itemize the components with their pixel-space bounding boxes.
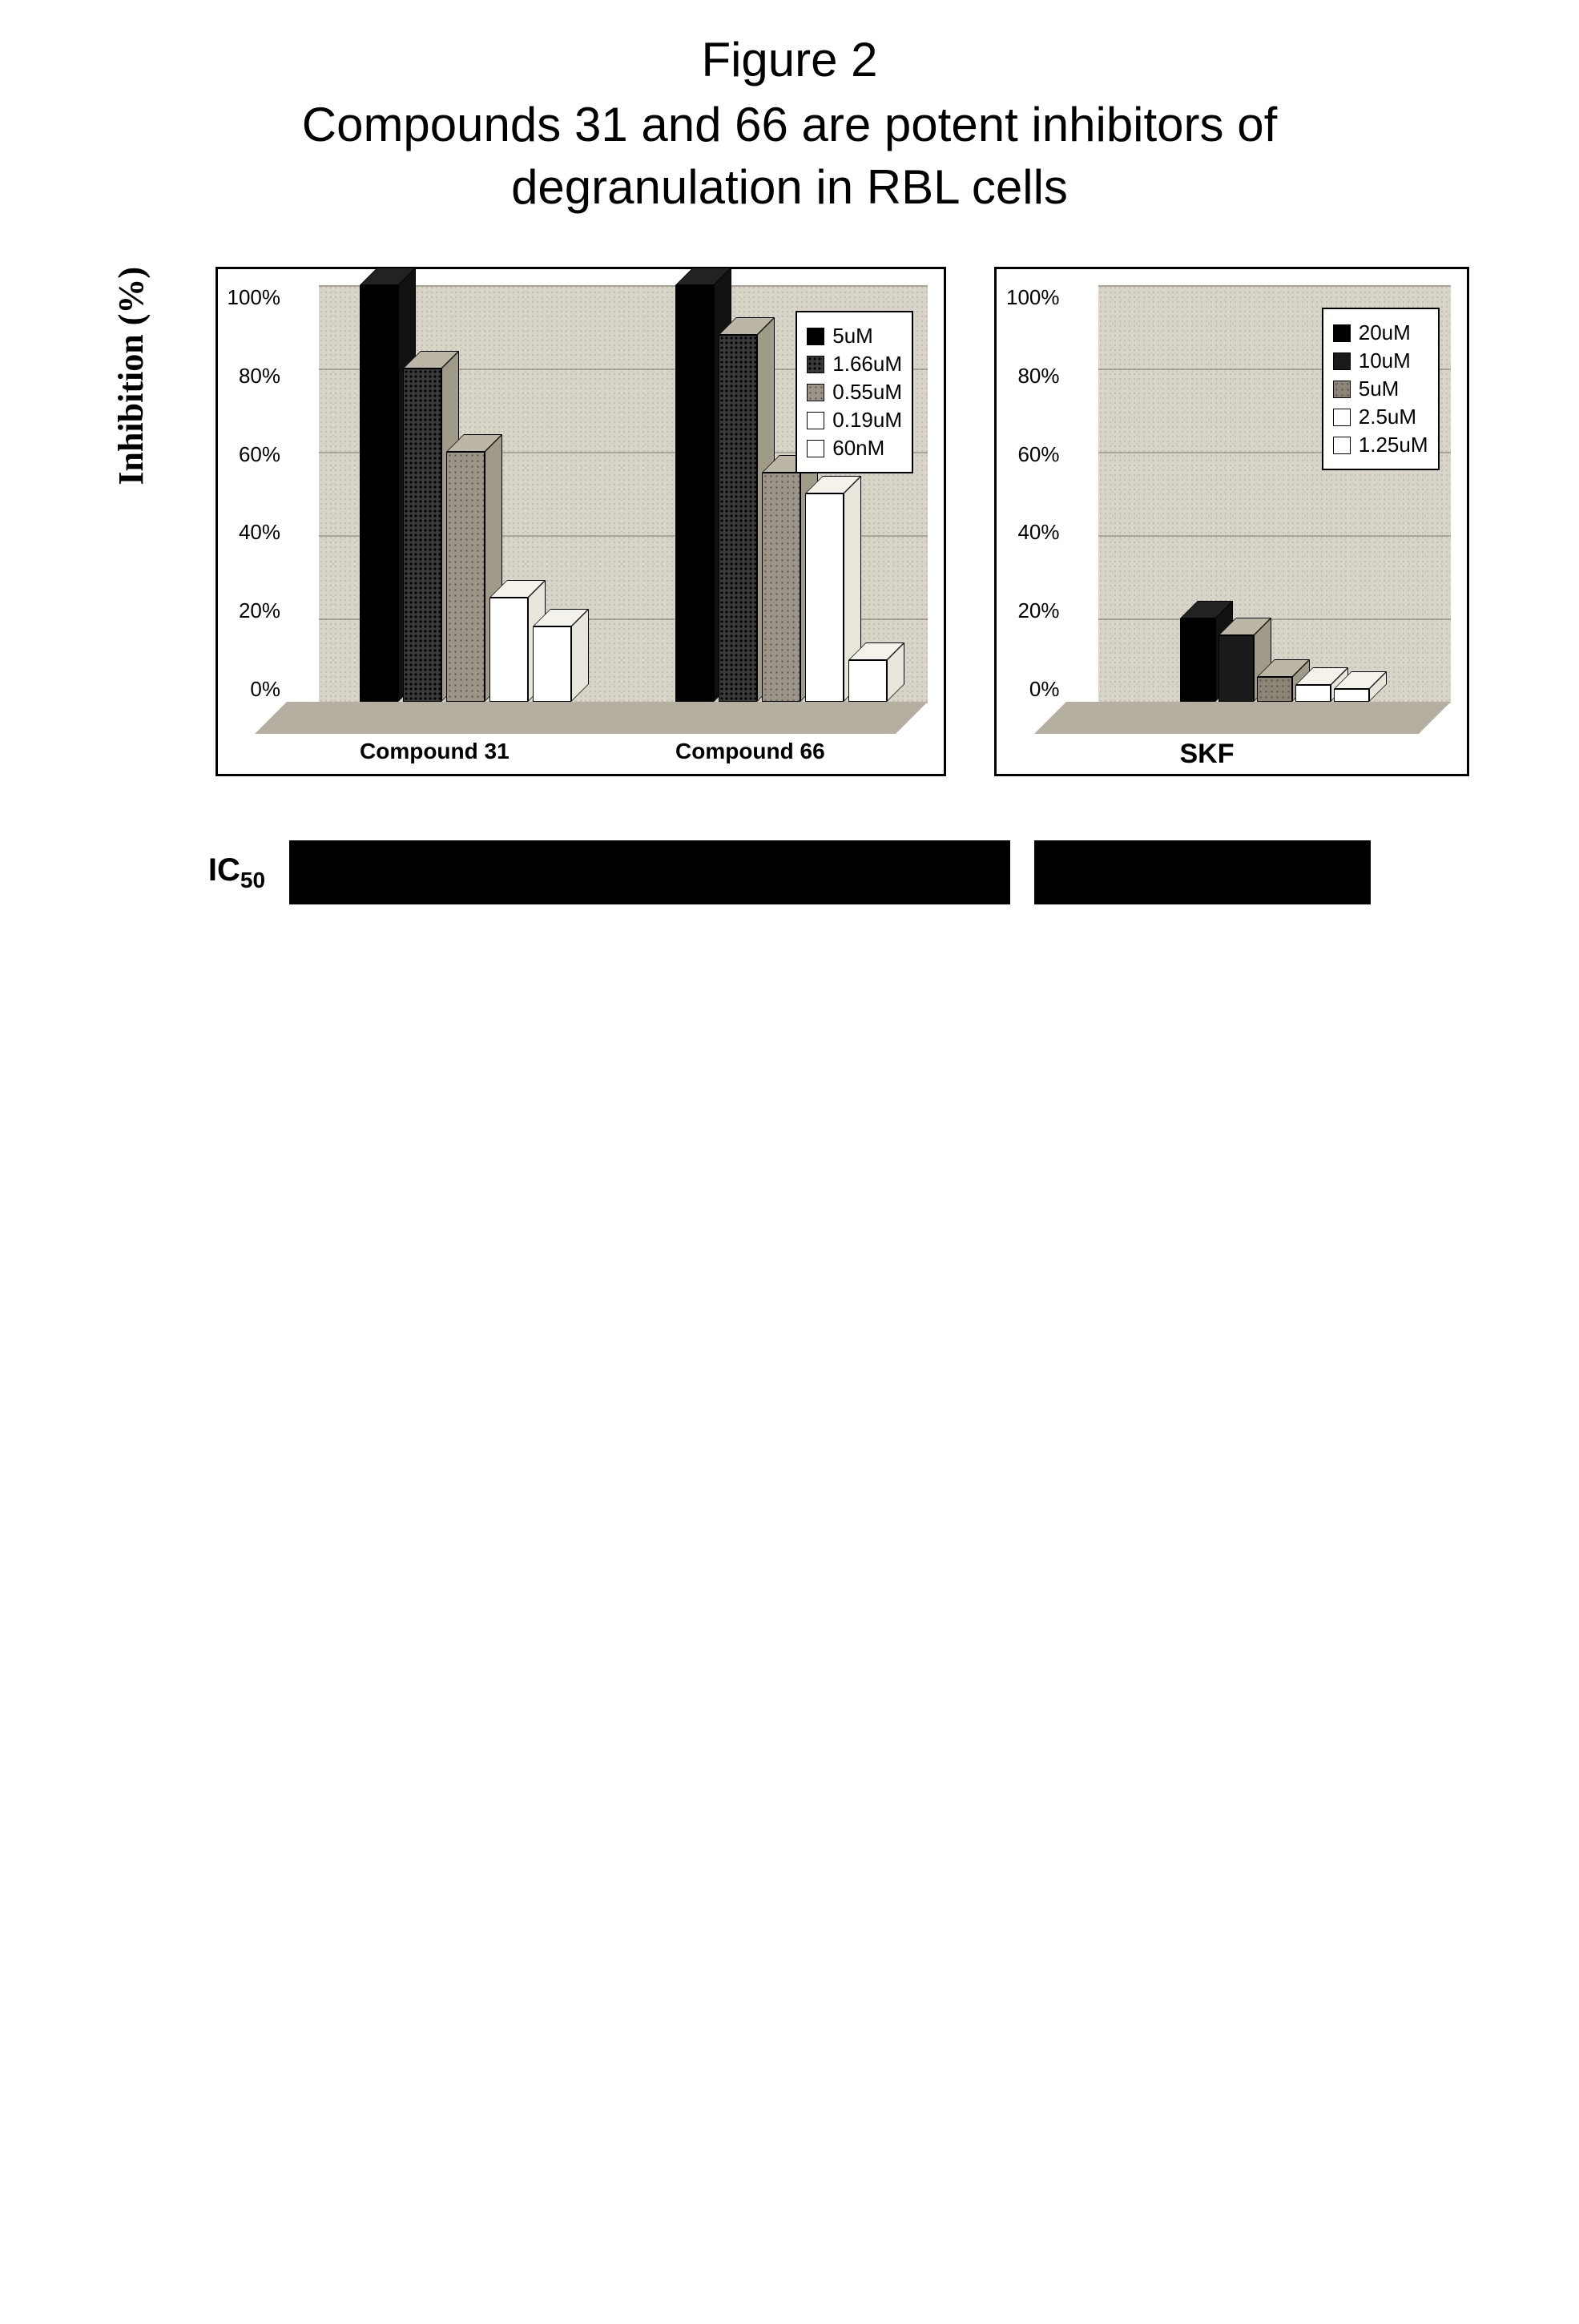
y-axis: 100% 80% 60% 40% 20% 0% — [228, 285, 288, 702]
legend-swatch — [807, 384, 824, 401]
chart-compounds: 100% 80% 60% 40% 20% 0% Compound 31 Compound 66… — [216, 267, 947, 776]
y-tick: 60% — [1017, 442, 1059, 467]
legend-item: 2.5uM — [1333, 405, 1428, 429]
y-tick: 0% — [1029, 677, 1060, 702]
bar — [533, 626, 571, 702]
ic50-label: IC50 — [208, 852, 265, 893]
figure-title-line1: Compounds 31 and 66 are potent inhibitor… — [32, 94, 1547, 156]
legend-label: 0.19uM — [832, 408, 902, 433]
legend-swatch — [1333, 381, 1351, 398]
x-axis-label: SKF — [1180, 739, 1235, 770]
legend-item: 1.25uM — [1333, 433, 1428, 457]
bar — [719, 335, 757, 702]
legend-item: 20uM — [1333, 320, 1428, 345]
charts-row: Inhibition (%) 100% 80% 60% 40% 20% 0% Compoun… — [32, 267, 1547, 776]
legend-item: 5uM — [1333, 377, 1428, 401]
bar — [403, 369, 441, 702]
legend-swatch — [1333, 409, 1351, 426]
legend-label: 20uM — [1359, 320, 1411, 345]
legend-swatch — [807, 440, 824, 457]
legend-swatch — [1333, 324, 1351, 342]
legend: 20uM 10uM 5uM 2.5uM 1.25uM — [1322, 308, 1440, 470]
bar — [1180, 618, 1215, 702]
bar — [360, 285, 398, 702]
legend-label: 1.25uM — [1359, 433, 1428, 457]
legend-item: 5uM — [807, 324, 902, 348]
legend-swatch — [807, 412, 824, 429]
y-tick: 80% — [1017, 364, 1059, 389]
bar — [675, 285, 714, 702]
legend: 5uM 1.66uM 0.55uM 0.19uM 60nM — [796, 311, 913, 473]
legend-label: 2.5uM — [1359, 405, 1416, 429]
legend-label: 10uM — [1359, 348, 1411, 373]
legend-label: 60nM — [832, 436, 884, 461]
bar — [489, 598, 528, 702]
bar — [762, 473, 800, 702]
bar — [446, 452, 485, 702]
plot-area: Compound 31Compound 665uM1.66uM0.55uM0.1… — [287, 285, 928, 734]
y-tick: 40% — [239, 520, 280, 545]
x-axis-label: Compound 66 — [675, 739, 825, 764]
x-axis-label: Compound 31 — [360, 739, 510, 764]
y-tick: 40% — [1017, 520, 1059, 545]
bar — [1334, 689, 1369, 702]
bar — [1295, 685, 1331, 702]
legend-swatch — [1333, 437, 1351, 454]
figure-header: Figure 2 Compounds 31 and 66 are potent … — [32, 32, 1547, 219]
legend-item: 60nM — [807, 436, 902, 461]
bar — [848, 660, 887, 702]
bar — [805, 493, 844, 702]
legend-item: 0.55uM — [807, 380, 902, 405]
chart-skf: 100% 80% 60% 40% 20% 0% SKF 20uM 10uM 5uM 2.5uM 1.2… — [994, 267, 1469, 776]
y-tick: 100% — [228, 285, 281, 310]
ic50-bar-left — [289, 840, 1010, 904]
y-tick: 80% — [239, 364, 280, 389]
figure-number: Figure 2 — [32, 32, 1547, 87]
legend-swatch — [1333, 352, 1351, 370]
plot-area: SKF20uM10uM5uM2.5uM1.25uM — [1066, 285, 1451, 734]
bar — [1257, 677, 1292, 702]
legend-swatch — [807, 328, 824, 345]
y-tick: 20% — [239, 598, 280, 623]
y-tick: 60% — [239, 442, 280, 467]
legend-item: 1.66uM — [807, 352, 902, 377]
figure-title-line2: degranulation in RBL cells — [32, 156, 1547, 219]
y-axis: 100% 80% 60% 40% 20% 0% — [1006, 285, 1066, 702]
legend-item: 0.19uM — [807, 408, 902, 433]
legend-label: 5uM — [1359, 377, 1400, 401]
y-tick: 0% — [250, 677, 280, 702]
y-tick: 20% — [1017, 598, 1059, 623]
bar — [1218, 635, 1254, 702]
legend-label: 5uM — [832, 324, 873, 348]
ic50-bar-right — [1034, 840, 1371, 904]
ic50-row: IC50 — [32, 840, 1547, 904]
legend-label: 0.55uM — [832, 380, 902, 405]
y-tick: 100% — [1006, 285, 1060, 310]
legend-item: 10uM — [1333, 348, 1428, 373]
y-axis-label: Inhibition (%) — [111, 267, 151, 485]
legend-swatch — [807, 356, 824, 373]
legend-label: 1.66uM — [832, 352, 902, 377]
